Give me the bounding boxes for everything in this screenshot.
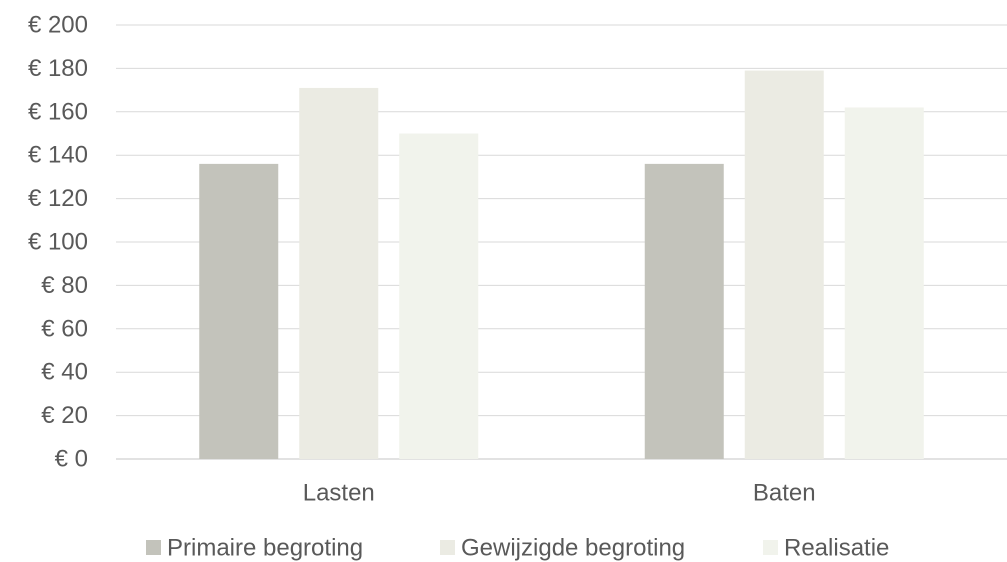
bar-baten-1 — [644, 163, 724, 459]
bar-baten-3 — [844, 107, 924, 460]
y-tick-label: € 180 — [28, 55, 88, 82]
y-tick-label: € 100 — [28, 229, 88, 256]
y-tick-label: € 40 — [41, 359, 88, 386]
legend-swatch — [763, 540, 778, 555]
y-tick-label: € 60 — [41, 315, 88, 342]
legend-label: Realisatie — [784, 535, 889, 562]
bar-lasten-1 — [199, 163, 279, 459]
legend: Primaire begroting Gewijzigde begroting Re… — [146, 535, 889, 562]
y-tick-label: € 120 — [28, 185, 88, 212]
y-axis-ticks: € 0 € 20 € 40 € 60 € 80 € 100 € 120 € 140 € 160 €… — [28, 12, 88, 473]
legend-swatch — [440, 540, 455, 555]
y-tick-label: € 200 — [28, 12, 88, 39]
bar-lasten-2 — [299, 87, 379, 460]
legend-swatch — [146, 540, 161, 555]
bar-baten-2 — [744, 70, 824, 459]
bar-lasten-3 — [399, 133, 479, 459]
y-tick-label: € 0 — [55, 446, 88, 473]
legend-label: Primaire begroting — [167, 535, 363, 562]
y-tick-label: € 160 — [28, 98, 88, 125]
y-tick-label: € 20 — [41, 402, 88, 429]
x-category-label: Baten — [753, 480, 816, 507]
x-category-label: Lasten — [303, 480, 375, 507]
legend-label: Gewijzigde begroting — [461, 535, 685, 562]
bars — [199, 70, 924, 460]
y-tick-label: € 80 — [41, 272, 88, 299]
x-axis-categories: Lasten Baten — [303, 480, 816, 507]
y-tick-label: € 140 — [28, 142, 88, 169]
